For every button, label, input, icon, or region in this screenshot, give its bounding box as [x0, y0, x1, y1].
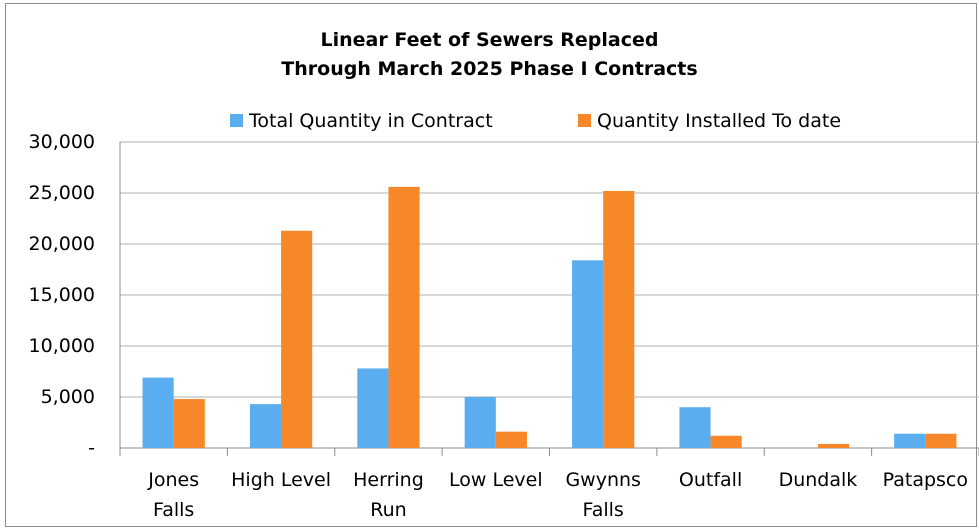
y-tick-label: 15,000: [28, 284, 95, 306]
bar: [464, 397, 496, 448]
x-tick-label: Low Level: [449, 469, 543, 491]
bar: [894, 433, 926, 448]
x-tick-label: Jones Falls: [148, 469, 200, 521]
bar: [173, 399, 205, 448]
y-tick-label: 5,000: [40, 386, 95, 408]
x-tick-label: Outfall: [678, 469, 743, 491]
y-tick-label: 25,000: [28, 182, 95, 204]
y-tick-label: 10,000: [28, 335, 95, 357]
y-tick-label: 30,000: [28, 131, 95, 153]
bar: [925, 433, 957, 448]
bar: [710, 435, 742, 448]
legend-swatch: [578, 114, 591, 127]
legend-label: Quantity Installed To date: [597, 110, 842, 132]
bar: [679, 407, 711, 448]
bar: [603, 190, 635, 448]
bar: [817, 443, 850, 448]
x-tick-label: Patapsco: [882, 469, 968, 491]
chart-frame: [5, 3, 977, 527]
x-tick-label: Dundalk: [778, 469, 858, 491]
x-tick-label: Herring Run: [353, 469, 424, 521]
bar: [142, 377, 174, 448]
bar: [249, 404, 282, 448]
legend-swatch: [230, 114, 243, 127]
legend-label: Total Quantity in Contract: [249, 110, 493, 132]
bar: [572, 260, 604, 448]
bar: [388, 186, 420, 448]
bar: [281, 230, 313, 448]
chart-title: Linear Feet of Sewers Replaced Through M…: [281, 29, 698, 80]
bar: [357, 368, 389, 448]
y-tick-label: -: [88, 437, 95, 459]
bar: [495, 431, 527, 448]
x-tick-label: High Level: [231, 469, 331, 491]
y-tick-label: 20,000: [28, 233, 95, 255]
x-tick-label: Gwynns Falls: [565, 469, 641, 521]
